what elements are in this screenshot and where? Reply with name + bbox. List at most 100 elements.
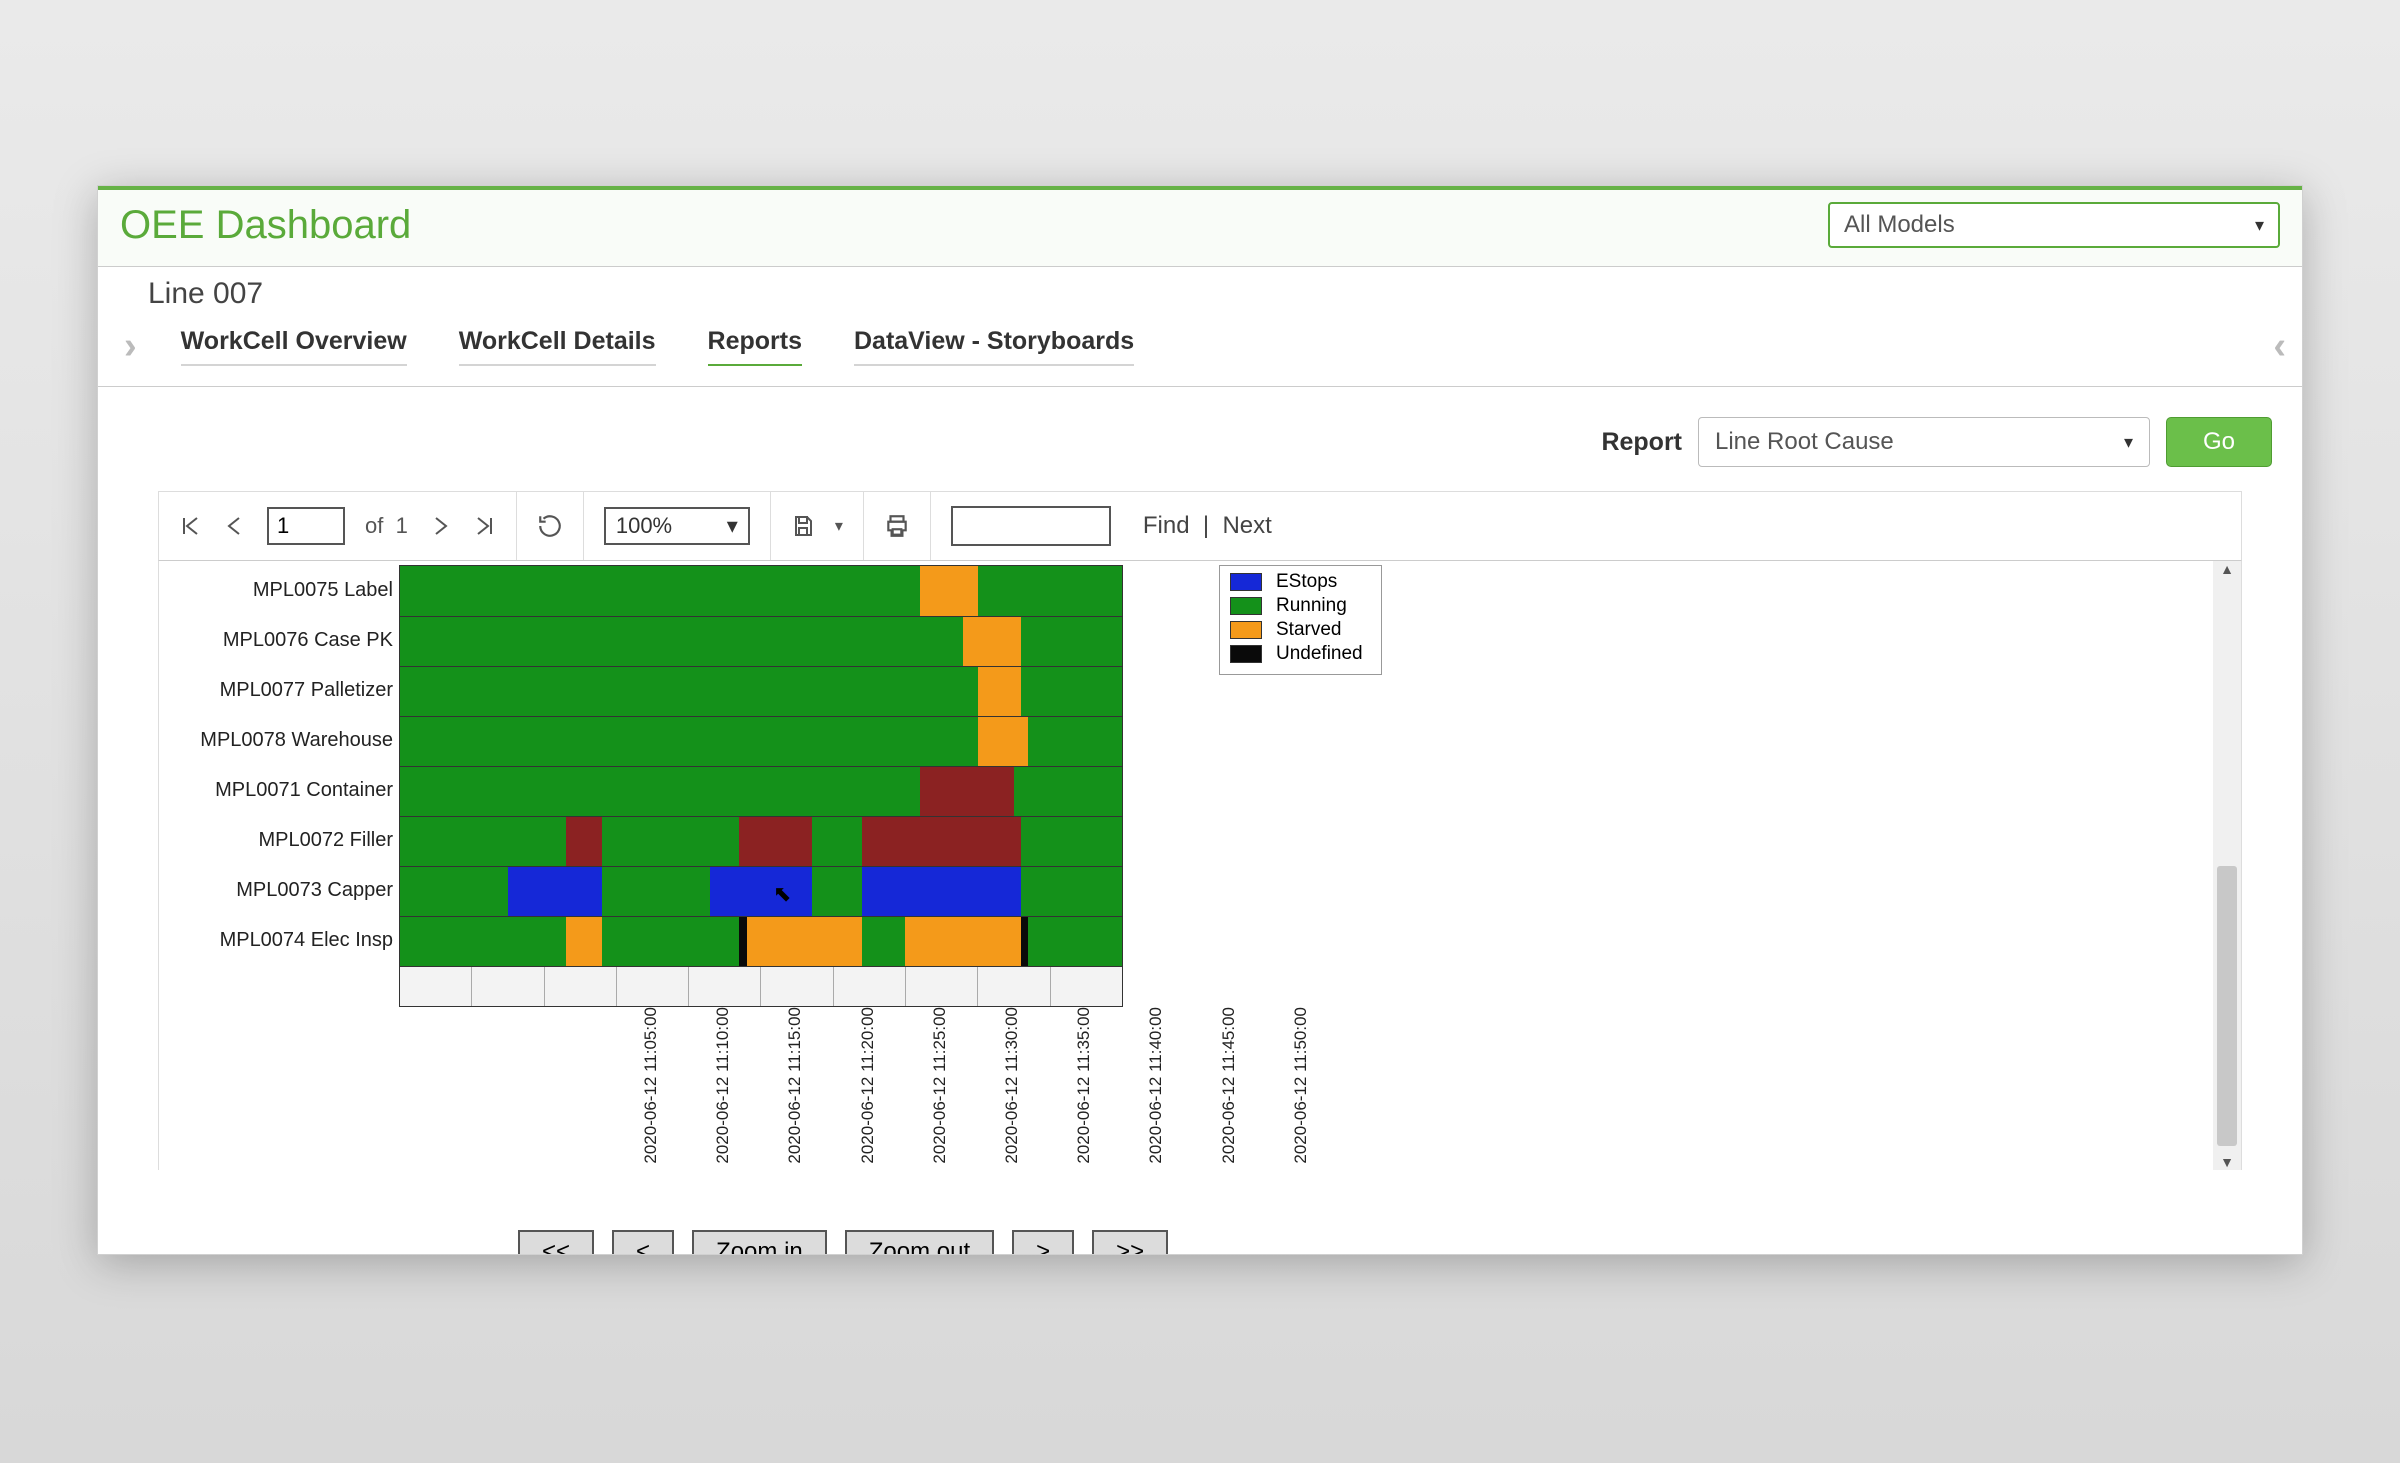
page-of-label: of 1 <box>365 513 408 539</box>
nav-next-button[interactable]: > <box>1012 1230 1074 1255</box>
x-tick-label: 2020-06-12 11:25:00 <box>930 1007 1002 1170</box>
scroll-thumb[interactable] <box>2217 866 2237 1146</box>
gantt-chart <box>399 565 1123 1007</box>
gantt-row-label: MPL0078 Warehouse <box>200 715 393 765</box>
legend-label: EStops <box>1276 571 1337 593</box>
report-picker-row: Report Line Root Cause ▾ Go <box>98 387 2302 491</box>
legend-item: Running <box>1230 594 1363 618</box>
gantt-segment-starved <box>905 917 1021 966</box>
legend-swatch <box>1230 573 1262 591</box>
print-icon[interactable] <box>884 513 910 539</box>
save-icon[interactable] <box>791 514 815 538</box>
gantt-segment-running <box>400 566 920 616</box>
tabs-scroll-left[interactable]: › <box>124 325 137 368</box>
chart-ylabels: MPL0075 LabelMPL0076 Case PKMPL0077 Pall… <box>159 565 399 1170</box>
x-tick-label: 2020-06-12 11:20:00 <box>858 1007 930 1170</box>
gantt-segment-undef <box>1021 917 1028 966</box>
gantt-row <box>400 866 1122 916</box>
gantt-segment-running <box>400 817 566 866</box>
chevron-down-icon: ▾ <box>2124 432 2133 453</box>
gantt-segment-running <box>812 817 863 866</box>
scroll-up-icon[interactable]: ▲ <box>2220 561 2234 577</box>
zoom-in-button[interactable]: Zoom in <box>692 1230 827 1255</box>
page-title: OEE Dashboard <box>120 203 411 248</box>
gantt-row <box>400 666 1122 716</box>
page-input[interactable] <box>267 507 345 545</box>
gantt-segment-estops <box>710 867 811 916</box>
gantt-segment-estops <box>862 867 1021 916</box>
last-page-icon[interactable] <box>472 514 496 538</box>
gantt-row-label: MPL0073 Capper <box>236 865 393 915</box>
gantt-row-label: MPL0074 Elec Insp <box>220 915 393 965</box>
gantt-segment-fault <box>920 767 1014 816</box>
gantt-segment-fault <box>862 817 1021 866</box>
gantt-segment-running <box>400 767 920 816</box>
next-link[interactable]: Next <box>1222 512 1271 539</box>
find-input[interactable] <box>951 506 1111 546</box>
gantt-segment-starved <box>747 917 863 966</box>
x-tick-label: 2020-06-12 11:40:00 <box>1146 1007 1218 1170</box>
first-page-icon[interactable] <box>179 514 203 538</box>
legend-item: EStops <box>1230 570 1363 594</box>
prev-page-icon[interactable] <box>223 514 247 538</box>
legend-label: Running <box>1276 595 1347 617</box>
line-label: Line 007 <box>98 266 2302 325</box>
legend-swatch <box>1230 621 1262 639</box>
x-tick-label: 2020-06-12 11:15:00 <box>785 1007 857 1170</box>
zoom-select[interactable]: 100% ▾ <box>604 507 750 545</box>
gantt-row <box>400 766 1122 816</box>
nav-first-button[interactable]: << <box>518 1230 594 1255</box>
legend: EStopsRunningStarvedUndefined <box>1219 565 1382 675</box>
legend-swatch <box>1230 645 1262 663</box>
go-button[interactable]: Go <box>2166 417 2272 467</box>
tab-workcell-overview[interactable]: WorkCell Overview <box>181 327 407 366</box>
gantt-segment-running <box>602 917 739 966</box>
gantt-segment-running <box>1021 867 1122 916</box>
gantt-row-label: MPL0071 Container <box>215 765 393 815</box>
x-tick-label: 2020-06-12 11:45:00 <box>1219 1007 1291 1170</box>
next-page-icon[interactable] <box>428 514 452 538</box>
x-tick-label: 2020-06-12 11:05:00 <box>641 1007 713 1170</box>
zoom-out-button[interactable]: Zoom out <box>845 1230 994 1255</box>
tab-dataview-storyboards[interactable]: DataView - Storyboards <box>854 327 1134 366</box>
scrollbar[interactable]: ▲ ▼ <box>2213 561 2241 1170</box>
tabs-scroll-right[interactable]: ‹ <box>2273 325 2286 368</box>
gantt-segment-running <box>978 566 1122 616</box>
gantt-segment-running <box>1021 617 1122 666</box>
gantt-segment-running <box>1028 717 1122 766</box>
report-toolbar: of 1 100% ▾ ▾ <box>158 491 2242 561</box>
tab-workcell-details[interactable]: WorkCell Details <box>459 327 656 366</box>
find-link[interactable]: Find <box>1143 512 1190 539</box>
gantt-segment-running <box>1021 667 1122 716</box>
gantt-segment-running <box>602 867 710 916</box>
model-select[interactable]: All Models ▾ <box>1828 202 2280 248</box>
x-tick-label: 2020-06-12 11:30:00 <box>1002 1007 1074 1170</box>
gantt-segment-starved <box>566 917 602 966</box>
gantt-row-label: MPL0072 Filler <box>258 815 393 865</box>
gantt-segment-running <box>400 717 978 766</box>
gantt-segment-running <box>400 867 508 916</box>
legend-swatch <box>1230 597 1262 615</box>
legend-item: Undefined <box>1230 642 1363 666</box>
gantt-segment-running <box>1014 767 1122 816</box>
chart-zone: MPL0075 LabelMPL0076 Case PKMPL0077 Pall… <box>158 561 2242 1170</box>
save-dropdown-icon[interactable]: ▾ <box>835 516 843 536</box>
gantt-segment-running <box>812 867 863 916</box>
find-links: Find | Next <box>1143 512 1272 540</box>
tab-reports[interactable]: Reports <box>708 327 802 366</box>
gantt-segment-starved <box>978 667 1021 716</box>
scroll-down-icon[interactable]: ▼ <box>2220 1154 2234 1170</box>
report-select[interactable]: Line Root Cause ▾ <box>1698 417 2150 467</box>
gantt-row <box>400 816 1122 866</box>
gantt-segment-undef <box>739 917 746 966</box>
refresh-icon[interactable] <box>537 513 563 539</box>
nav-prev-button[interactable]: < <box>612 1230 674 1255</box>
zoom-value: 100% <box>616 513 672 539</box>
gantt-row <box>400 566 1122 616</box>
legend-item: Starved <box>1230 618 1363 642</box>
gantt-row <box>400 916 1122 966</box>
gantt-row <box>400 716 1122 766</box>
nav-last-button[interactable]: >> <box>1092 1230 1168 1255</box>
model-select-value: All Models <box>1844 211 1955 239</box>
gantt-segment-running <box>1021 817 1122 866</box>
